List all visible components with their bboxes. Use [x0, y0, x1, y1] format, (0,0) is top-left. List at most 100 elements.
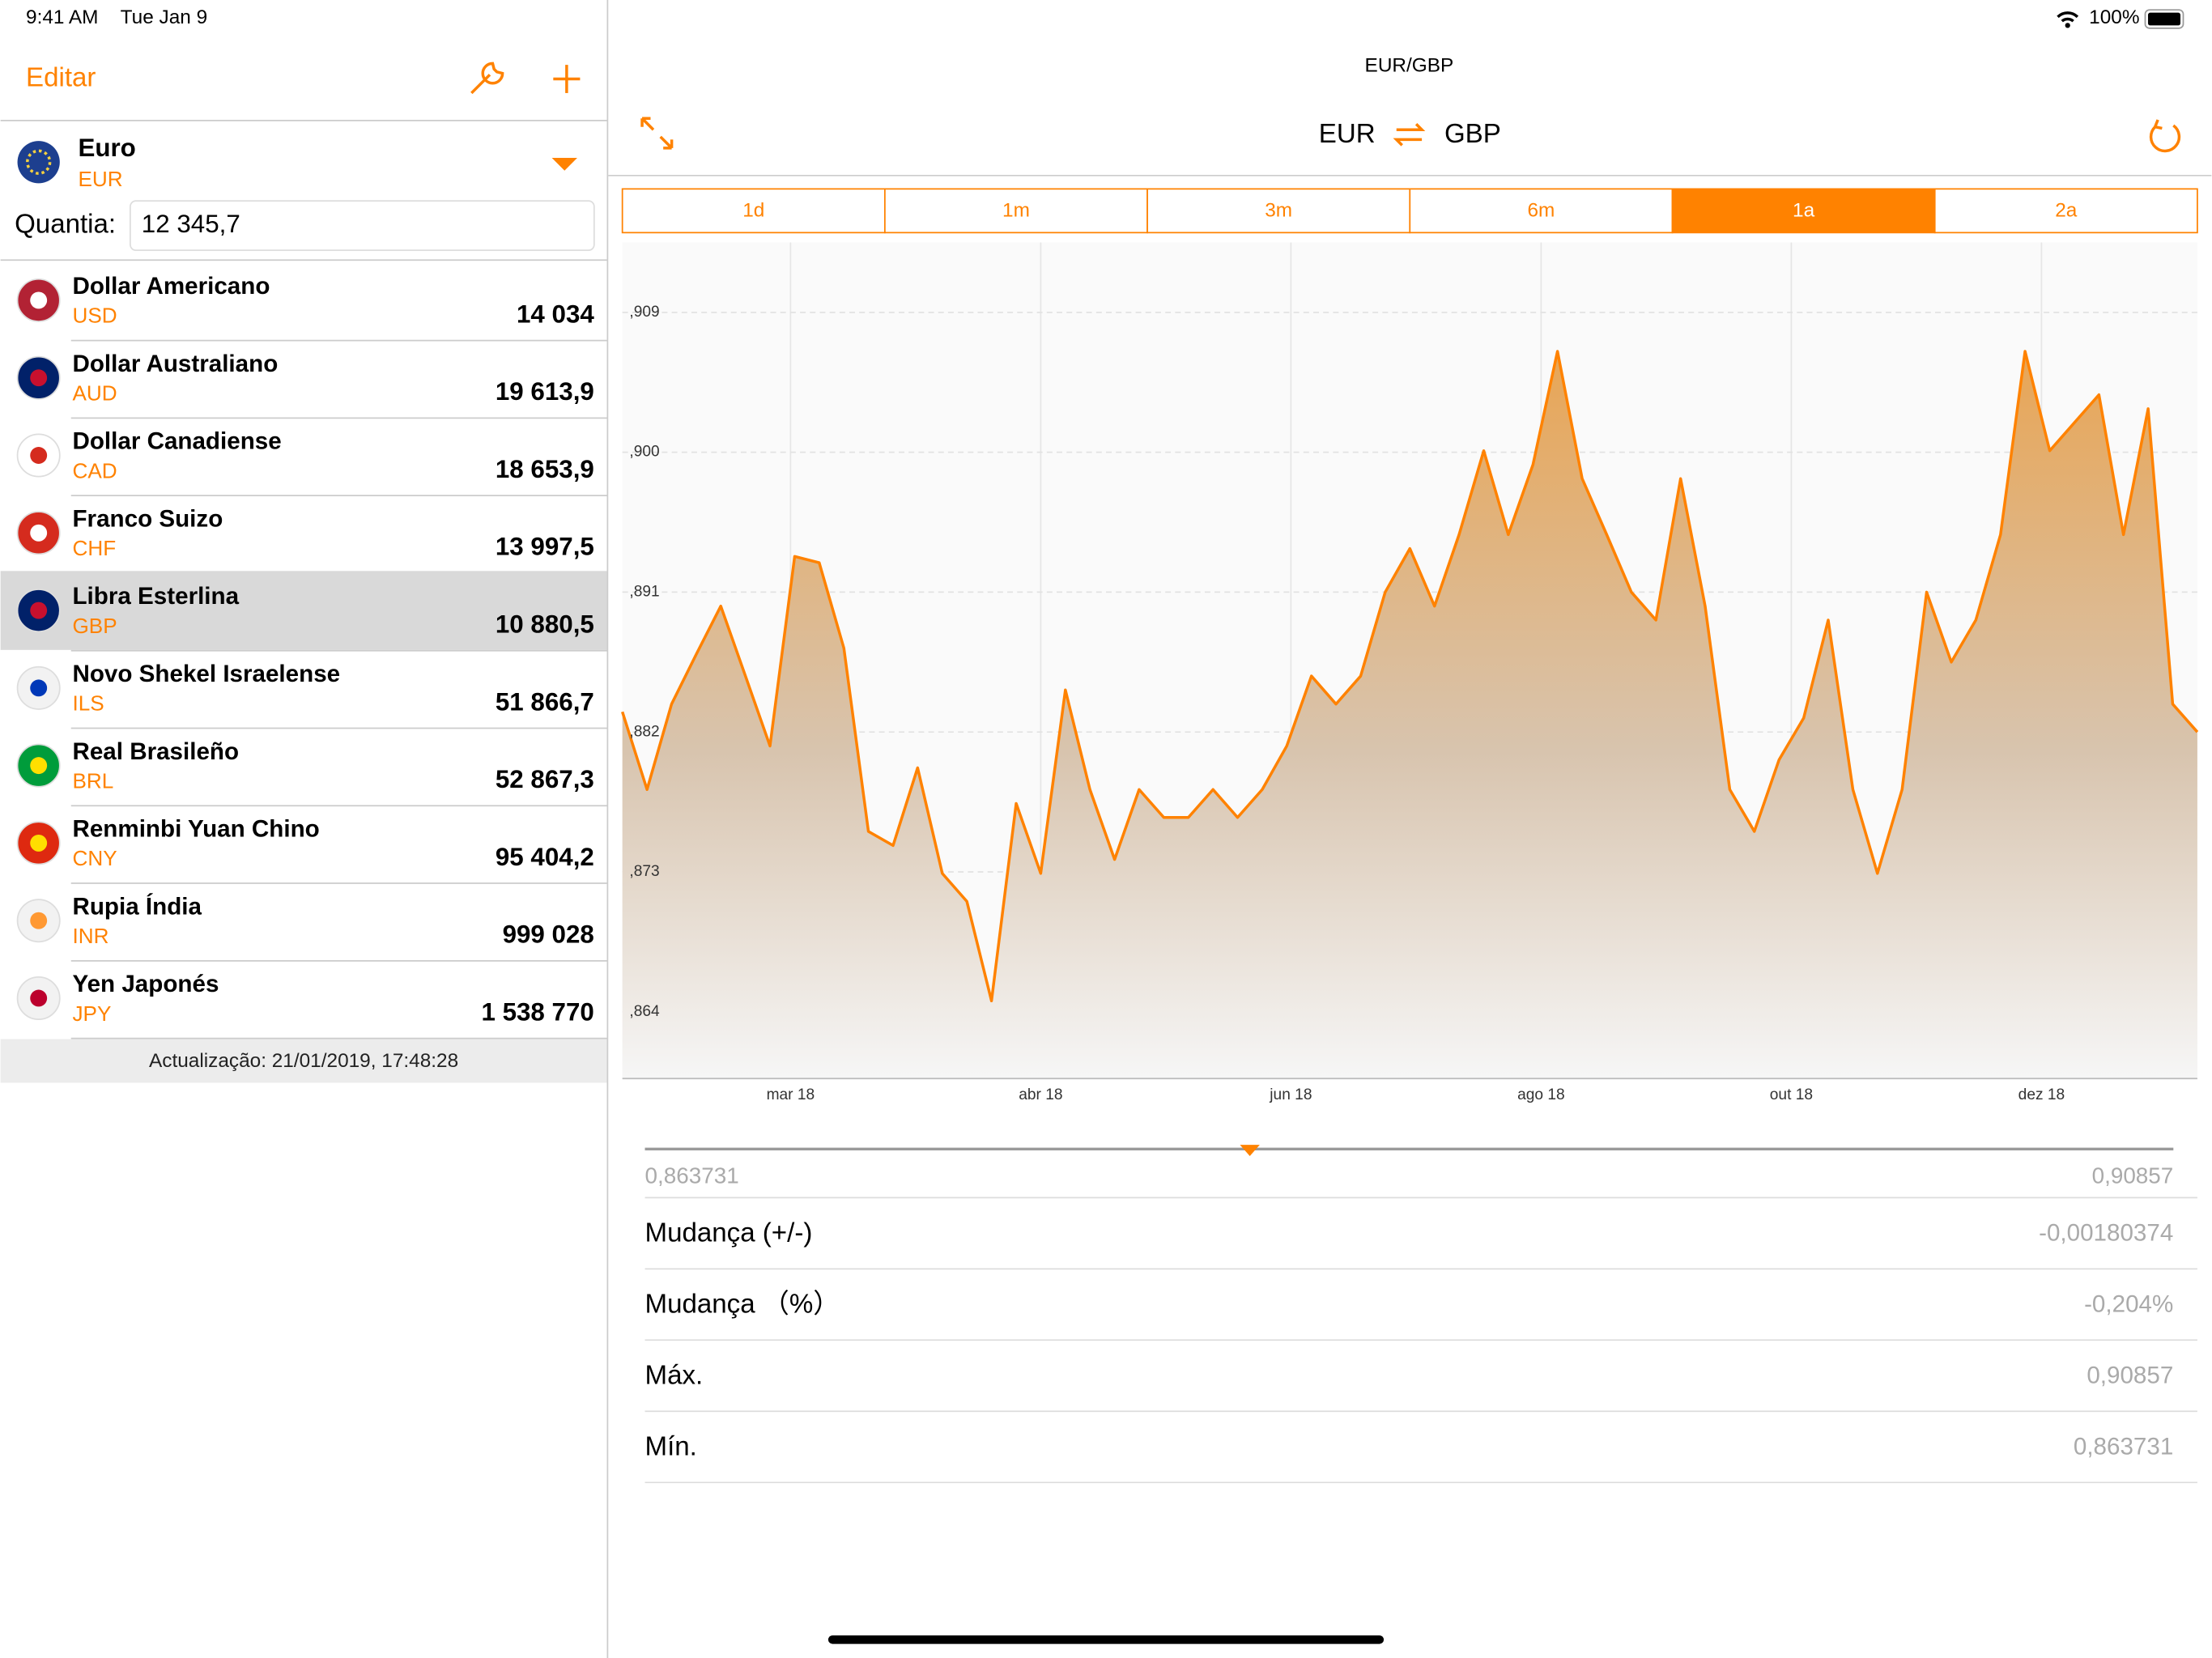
base-flag-stars — [26, 149, 52, 175]
currency-value: 10 880,5 — [496, 610, 594, 639]
currency-value: 13 997,5 — [496, 533, 594, 561]
currency-row[interactable]: Dollar Americano USD 14 034 — [16, 273, 607, 342]
to-currency[interactable]: GBP — [1444, 119, 1501, 149]
wifi-icon — [2057, 11, 2079, 23]
currency-row[interactable]: Yen Japonés JPY 1 538 770 — [16, 971, 607, 1039]
settings-button[interactable] — [470, 62, 504, 95]
currency-value: 19 613,9 — [496, 377, 594, 406]
currency-code: GBP — [72, 614, 117, 638]
footer-bar — [0, 1039, 607, 1083]
currency-code: JPY — [72, 1001, 111, 1026]
flag-emblem — [30, 602, 48, 619]
currency-value: 95 404,2 — [496, 843, 594, 871]
battery-level: 100% — [2089, 6, 2139, 28]
x-tick-label: dez 18 — [2018, 1086, 2065, 1103]
flag-emblem — [30, 912, 48, 929]
currency-value: 51 866,7 — [496, 687, 594, 716]
stat-label: Mudança (+/-) — [645, 1218, 813, 1248]
currency-value: 1 538 770 — [481, 997, 593, 1026]
amount-label: Quantia: — [15, 209, 116, 239]
status-date: Tue Jan 9 — [121, 6, 208, 28]
y-tick-label: ,891 — [629, 583, 659, 600]
currency-name: Renminbi Yuan Chino — [72, 816, 319, 843]
amount-input[interactable] — [130, 200, 595, 251]
flag-emblem — [30, 524, 48, 542]
currency-name: Dollar Americano — [72, 273, 270, 300]
currency-code: ILS — [72, 691, 104, 716]
currency-name: Rupia Índia — [72, 892, 202, 920]
from-currency[interactable]: EUR — [1319, 119, 1376, 149]
currency-row[interactable]: Novo Shekel Israelense ILS 51 866,7 — [16, 661, 607, 729]
battery-fill — [2147, 12, 2181, 26]
base-picker[interactable] — [551, 158, 577, 171]
currency-name: Franco Suizo — [72, 505, 223, 532]
range-tab[interactable] — [1409, 188, 1674, 234]
x-tick-label: ago 18 — [1517, 1086, 1565, 1103]
add-button[interactable] — [553, 65, 581, 93]
currency-code: CNY — [72, 846, 117, 870]
y-tick-label: ,873 — [629, 863, 659, 880]
currency-code: USD — [72, 304, 117, 328]
home-indicator — [827, 1635, 1385, 1644]
currency-row[interactable]: Dollar Canadiense CAD 18 653,9 — [16, 428, 607, 497]
slider-thumb[interactable] — [1240, 1145, 1260, 1157]
currency-row[interactable]: Franco Suizo CHF 13 997,5 — [16, 505, 607, 574]
currency-value: 14 034 — [517, 300, 594, 328]
x-tick-label: out 18 — [1770, 1086, 1813, 1103]
wifi-dot — [2065, 23, 2070, 28]
stat-label: Mín. — [645, 1431, 697, 1461]
flag-emblem — [30, 291, 48, 309]
expand-button[interactable] — [640, 117, 674, 150]
x-tick-label: jun 18 — [1269, 1086, 1312, 1103]
range-tab-label: 1d — [742, 200, 764, 222]
stat-label: Mudança （%） — [645, 1289, 840, 1319]
range-tab-label: 6m — [1527, 200, 1555, 222]
battery-outline — [2144, 9, 2184, 29]
currency-name: Libra Esterlina — [72, 583, 239, 610]
range-tab[interactable] — [1671, 188, 1936, 234]
stat-value: -0,00180374 — [2039, 1219, 2173, 1246]
range-tab-label: 2a — [2055, 200, 2078, 222]
currency-name: Real Brasileño — [72, 738, 239, 765]
currency-name: Novo Shekel Israelense — [72, 661, 340, 687]
y-tick-label: ,882 — [629, 723, 659, 740]
currency-row[interactable]: Rupia Índia INR 999 028 — [16, 892, 607, 962]
range-tab-label: 3m — [1265, 200, 1292, 222]
flag-emblem — [30, 679, 48, 697]
y-tick-label: ,900 — [629, 444, 659, 461]
currency-code: CHF — [72, 536, 116, 560]
currency-code: INR — [72, 924, 108, 948]
currency-row[interactable]: Renminbi Yuan Chino CNY 95 404,2 — [16, 816, 607, 884]
y-tick-label: ,909 — [629, 304, 659, 321]
currency-value: 999 028 — [503, 920, 594, 949]
range-min: 0,863731 — [645, 1163, 739, 1188]
stat-value: 0,90857 — [2087, 1362, 2173, 1388]
currency-code: CAD — [72, 458, 117, 483]
update-time: Actualização: 21/01/2019, 17:48:28 — [149, 1050, 458, 1072]
currency-name: Dollar Australiano — [72, 351, 278, 377]
edit-button[interactable]: Editar — [26, 62, 96, 92]
currency-value: 52 867,3 — [496, 765, 594, 793]
stat-value: 0,863731 — [2074, 1433, 2173, 1460]
refresh-button[interactable] — [2149, 119, 2181, 153]
row-highlight — [0, 571, 607, 650]
status-time: 9:41 AM — [26, 6, 98, 28]
range-tab[interactable] — [884, 188, 1148, 234]
x-tick-label: abr 18 — [1019, 1086, 1062, 1103]
currency-row[interactable]: Libra Esterlina GBP 10 880,5 — [0, 571, 607, 652]
flag-emblem — [30, 757, 48, 775]
detail-title: EUR/GBP — [1365, 54, 1454, 76]
y-tick-label: ,864 — [629, 1003, 660, 1020]
base-flag — [17, 141, 60, 184]
currency-row[interactable]: Dollar Australiano AUD 19 613,9 — [16, 351, 607, 419]
flag-emblem — [30, 369, 48, 387]
currency-value: 18 653,9 — [496, 455, 594, 483]
amount-value: 12 345,7 — [142, 210, 240, 238]
range-max: 0,90857 — [2092, 1163, 2174, 1188]
base-code: EUR — [78, 167, 122, 191]
stat-label: Máx. — [645, 1360, 704, 1390]
swap-button[interactable] — [1393, 123, 1426, 147]
currency-row[interactable]: Real Brasileño BRL 52 867,3 — [16, 738, 607, 807]
range-tab[interactable] — [1933, 188, 2198, 234]
currency-name: Dollar Canadiense — [72, 428, 281, 455]
